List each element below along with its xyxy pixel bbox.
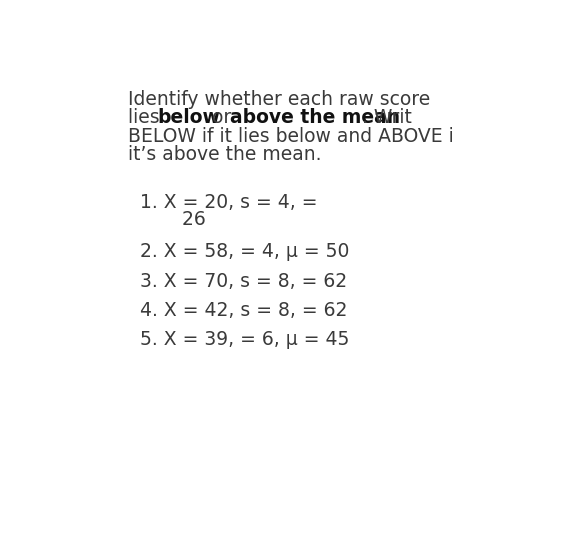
Text: 2. X = 58, = 4, μ = 50: 2. X = 58, = 4, μ = 50 [140,242,350,261]
Text: 26: 26 [140,210,206,229]
Text: or: or [206,109,237,128]
Text: 1. X = 20, s = 4, =: 1. X = 20, s = 4, = [140,193,318,212]
Text: Identify whether each raw score: Identify whether each raw score [128,90,430,109]
Text: it’s above the mean.: it’s above the mean. [128,145,322,164]
Text: below: below [158,109,220,128]
Text: 4. X = 42, s = 8, = 62: 4. X = 42, s = 8, = 62 [140,301,347,320]
Text: . Writ: . Writ [362,109,412,128]
Text: BELOW if it lies below and ABOVE i: BELOW if it lies below and ABOVE i [128,127,454,146]
Text: above the mean: above the mean [231,109,401,128]
Text: 5. X = 39, = 6, μ = 45: 5. X = 39, = 6, μ = 45 [140,330,350,349]
Text: lies: lies [128,109,166,128]
Text: 3. X = 70, s = 8, = 62: 3. X = 70, s = 8, = 62 [140,272,347,291]
